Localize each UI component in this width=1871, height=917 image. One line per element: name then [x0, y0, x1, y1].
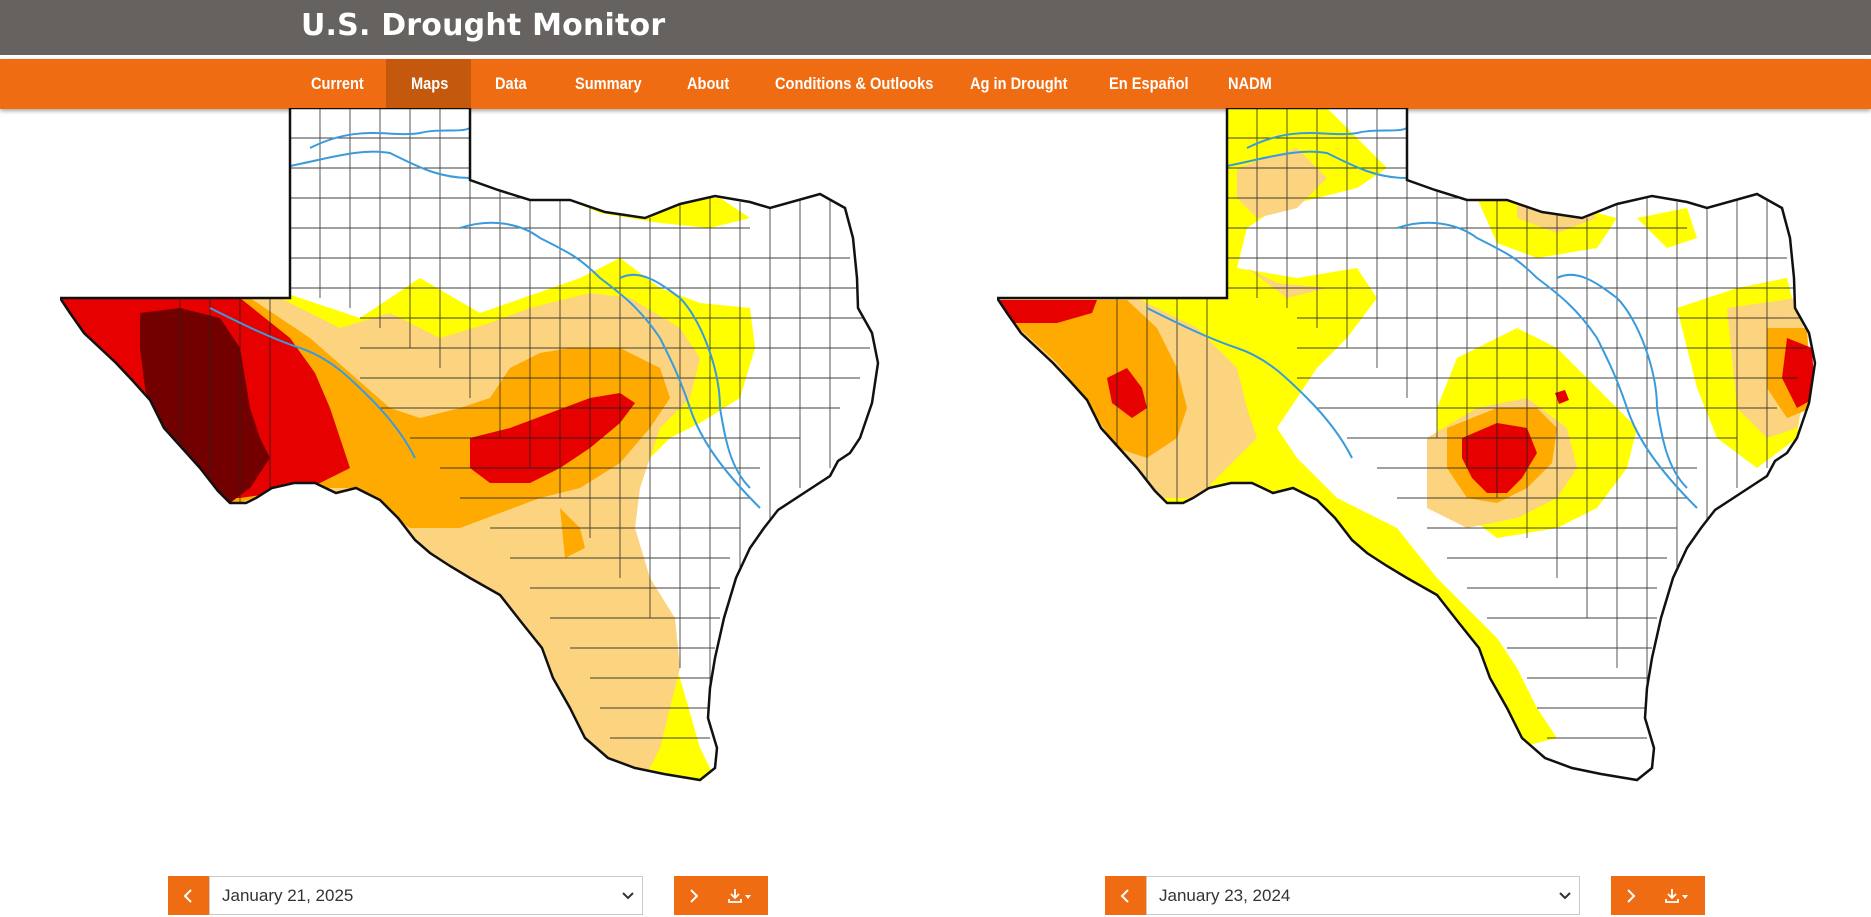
chevron-right-icon [690, 888, 699, 903]
nav-item-current[interactable]: Current [311, 74, 364, 93]
right-download-button[interactable] [1651, 876, 1705, 915]
site-header: U.S. Drought Monitor [0, 0, 1871, 55]
chevron-down-icon [1555, 877, 1575, 914]
texas-drought-map-2024[interactable] [997, 108, 1817, 808]
nav-item-about[interactable]: About [687, 74, 730, 93]
download-icon [728, 888, 751, 903]
right-date-value: January 23, 2024 [1159, 886, 1291, 905]
left-date-select[interactable]: January 21, 2025 [209, 876, 643, 915]
nav-item-maps[interactable]: Maps [411, 74, 449, 93]
right-prev-date-button[interactable] [1105, 876, 1146, 915]
texas-drought-map-2025[interactable] [60, 108, 880, 808]
nav-item-nadm[interactable]: NADM [1228, 74, 1272, 93]
right-next-date-button[interactable] [1611, 876, 1651, 915]
left-next-date-button[interactable] [674, 876, 714, 915]
download-icon [1665, 888, 1688, 903]
nav-item-ag-in-drought[interactable]: Ag in Drought [970, 74, 1068, 93]
nav-item-summary[interactable]: Summary [575, 74, 642, 93]
main-nav: Current Maps Data Summary About Conditio… [0, 59, 1871, 109]
nav-item-en-espanol[interactable]: En Español [1109, 74, 1189, 93]
right-date-select[interactable]: January 23, 2024 [1146, 876, 1580, 915]
left-download-button[interactable] [714, 876, 768, 915]
nav-item-data[interactable]: Data [495, 74, 527, 93]
chevron-down-icon [618, 877, 638, 914]
drought-map-right[interactable] [997, 108, 1817, 808]
left-prev-date-button[interactable] [168, 876, 209, 915]
chevron-left-icon [183, 888, 192, 903]
left-map-controls: January 21, 2025 [168, 876, 768, 915]
nav-active-highlight [386, 59, 471, 109]
nav-item-conditions-outlooks[interactable]: Conditions & Outlooks [775, 74, 934, 93]
header-divider [0, 55, 1871, 59]
left-date-value: January 21, 2025 [222, 886, 354, 905]
right-map-controls: January 23, 2024 [1105, 876, 1705, 915]
chevron-right-icon [1627, 888, 1636, 903]
site-title[interactable]: U.S. Drought Monitor [301, 8, 666, 43]
drought-map-left[interactable] [60, 108, 880, 808]
chevron-left-icon [1120, 888, 1129, 903]
